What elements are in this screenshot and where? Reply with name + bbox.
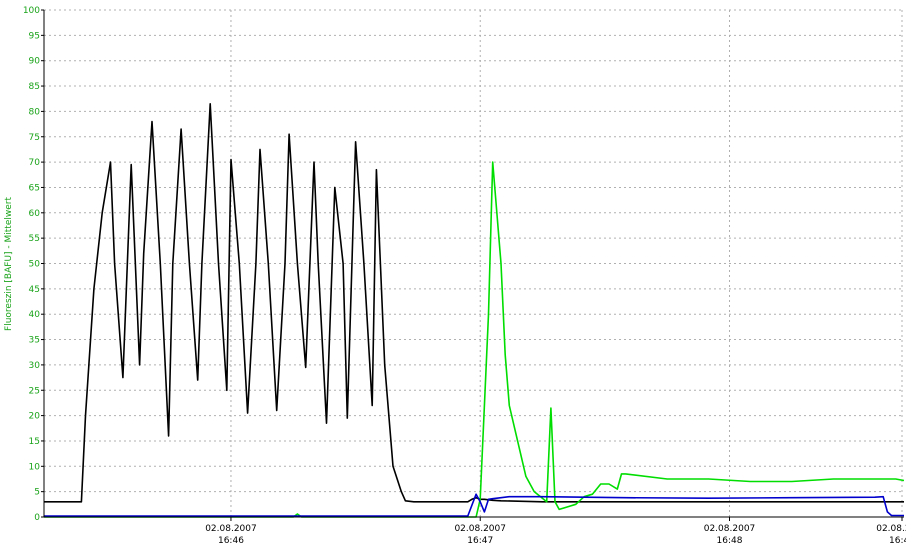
y-tick-label: 20: [29, 412, 41, 422]
y-tick-label: 80: [29, 107, 41, 117]
y-tick-label: 0: [34, 513, 40, 523]
y-tick-label: 40: [29, 310, 41, 320]
y-tick-label: 100: [23, 6, 40, 16]
x-tick-date: 02.08.2007: [205, 524, 257, 534]
x-tick-time: 16:48: [717, 536, 743, 546]
x-tick-time: 16:47: [467, 536, 493, 546]
series-layer: [44, 103, 905, 518]
y-tick-label: 55: [29, 234, 40, 244]
y-tick-label: 25: [29, 386, 40, 396]
tick-labels: 0 5 10 15 20 25 30 35 40 45 50 55 60 65 70 75 80 85 90 95 10…: [23, 6, 906, 546]
series-line-2: [44, 493, 904, 517]
x-tick-time: 16:49: [889, 536, 906, 546]
y-tick-label: 90: [29, 57, 41, 67]
axes: [41, 9, 904, 521]
series-line-1: [44, 161, 905, 518]
x-tick-time: 16:46: [218, 536, 244, 546]
x-tick-date: 02.08.2007: [704, 524, 756, 534]
y-tick-label: 70: [29, 158, 41, 168]
y-tick-label: 30: [29, 361, 41, 371]
y-tick-label: 95: [29, 31, 40, 41]
x-tick-date: 02.08.2007: [876, 524, 906, 534]
y-tick-label: 85: [29, 82, 40, 92]
y-tick-label: 5: [34, 488, 40, 498]
y-axis-label: Fluoreszin [BAFU] - Mittelwert: [4, 197, 14, 331]
x-tick-date: 02.08.2007: [454, 524, 506, 534]
y-tick-label: 10: [29, 462, 41, 472]
y-tick-label: 50: [29, 260, 41, 270]
y-tick-label: 60: [29, 209, 41, 219]
y-tick-label: 35: [29, 336, 40, 346]
y-tick-label: 65: [29, 183, 40, 193]
grid: [44, 9, 904, 517]
y-tick-label: 15: [29, 437, 40, 447]
y-tick-label: 75: [29, 133, 40, 143]
y-tick-label: 45: [29, 285, 40, 295]
